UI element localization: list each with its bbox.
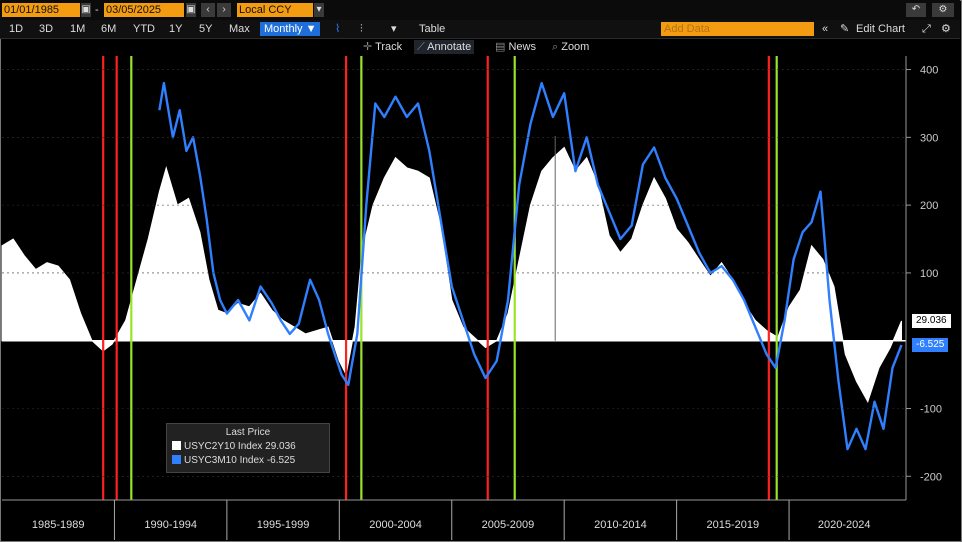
magnifier-icon: ⌕	[552, 41, 562, 53]
currency-select[interactable]: Local CCY	[237, 3, 313, 17]
pencil-icon: ⟋	[417, 41, 428, 53]
dropdown-icon[interactable]: ▾	[314, 3, 324, 17]
period-label: 2005-2009	[482, 519, 535, 531]
period-label: 1985-1989	[32, 519, 85, 531]
legend-label: USYC3M10 Index -6.525	[184, 455, 296, 466]
dropdown-icon[interactable]: ▾	[391, 23, 397, 35]
period-label: 2000-2004	[369, 519, 422, 531]
y-tick-label: 200	[920, 200, 938, 212]
timeframe-1d[interactable]: 1D	[9, 23, 24, 35]
legend-swatch	[172, 441, 181, 450]
period-label: 2020-2024	[818, 519, 871, 531]
date-toolbar: 01/01/1985 ▣ - 03/05/2025 ▣ ‹ › Local CC…	[0, 0, 960, 20]
period-label: 2015-2019	[707, 519, 760, 531]
period-label: 1990-1994	[144, 519, 197, 531]
crosshair-icon: ✛	[363, 41, 376, 53]
start-date-field[interactable]: 01/01/1985	[2, 3, 80, 17]
zoom-tool[interactable]: ⌕ Zoom	[552, 40, 589, 54]
news-label: News	[508, 41, 536, 53]
frequency-select[interactable]: Monthly ▼	[260, 22, 321, 36]
timeframe-3d[interactable]: 3D	[39, 23, 54, 35]
y-tick-label: 300	[920, 132, 938, 144]
legend-header: Last Price	[225, 427, 271, 438]
line-series-usyc3m10[interactable]	[158, 81, 903, 451]
date-separator: -	[95, 4, 99, 16]
add-data-input[interactable]: Add Data	[661, 22, 814, 36]
next-arrow-icon[interactable]: ›	[217, 3, 231, 17]
line-chart-icon[interactable]: ⌇	[335, 23, 341, 35]
prev-arrow-icon[interactable]: ‹	[201, 3, 215, 17]
timeframe-6m[interactable]: 6M	[101, 23, 117, 35]
legend-item-3m10: USYC3M10 Index -6.525	[172, 455, 295, 466]
track-label: Track	[375, 41, 403, 53]
timeframe-1m[interactable]: 1M	[70, 23, 86, 35]
last-price-tag-2y10: 29.036	[912, 314, 951, 329]
legend-swatch	[172, 455, 181, 464]
annotate-label: Annotate	[427, 41, 472, 53]
calendar-icon[interactable]: ▣	[81, 3, 91, 17]
resize-icon[interactable]: ⤢	[922, 23, 931, 35]
period-label: 1995-1999	[257, 519, 310, 531]
timeframe-max[interactable]: Max	[229, 23, 250, 35]
area-series-usyc2y10[interactable]	[1, 146, 903, 403]
collapse-icon[interactable]: «	[822, 23, 829, 35]
legend-item-2y10: USYC2Y10 Index 29.036	[172, 441, 296, 452]
legend-label: USYC2Y10 Index 29.036	[184, 441, 296, 452]
table-button[interactable]: Table	[419, 23, 446, 35]
zoom-label: Zoom	[561, 41, 590, 53]
y-tick-label: -200	[920, 471, 942, 483]
timeframe-1y[interactable]: 1Y	[169, 23, 183, 35]
edit-chart-button[interactable]: Edit Chart	[856, 23, 905, 35]
last-price-tag-3m10: -6.525	[912, 338, 949, 353]
pencil-icon: ✎	[840, 23, 850, 35]
y-tick-label: 100	[920, 268, 938, 280]
y-tick-label: 400	[920, 65, 938, 77]
timeframe-5y[interactable]: 5Y	[199, 23, 213, 35]
track-tool[interactable]: ✛ Track	[363, 40, 402, 54]
settings-icon[interactable]: ⚙	[932, 3, 954, 17]
news-icon: ▤	[495, 41, 509, 53]
timeframe-ytd[interactable]: YTD	[133, 23, 155, 35]
candlestick-icon[interactable]: ⫶	[360, 23, 363, 35]
news-tool[interactable]: ▤ News	[495, 40, 536, 54]
undo-icon[interactable]: ↶	[906, 3, 926, 17]
calendar-icon[interactable]: ▣	[186, 3, 196, 17]
y-tick-label: -100	[920, 403, 942, 415]
gear-icon[interactable]: ⚙	[941, 23, 951, 35]
legend: Last Price USYC2Y10 Index 29.036 USYC3M1…	[166, 423, 330, 473]
period-label: 2010-2014	[594, 519, 647, 531]
annotate-tool[interactable]: ⟋ Annotate	[414, 40, 475, 54]
end-date-field[interactable]: 03/05/2025	[104, 3, 184, 17]
